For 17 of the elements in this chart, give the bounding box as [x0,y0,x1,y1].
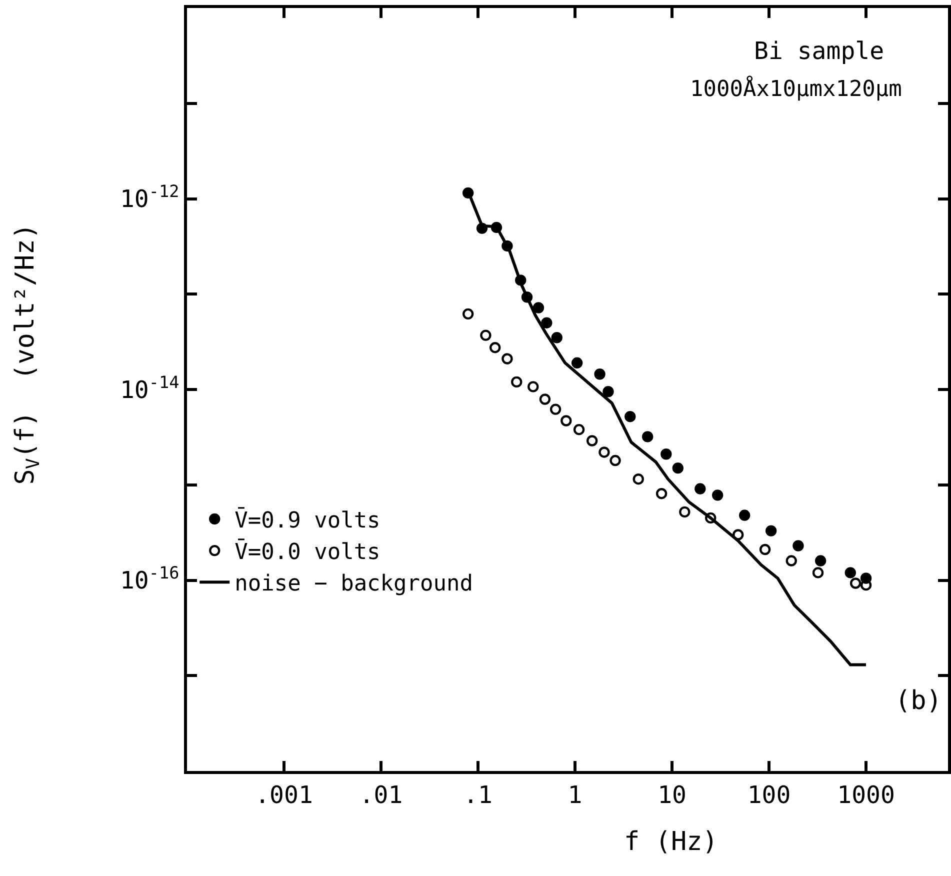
y-tick-label: 10$^{-14}$ [120,372,180,404]
x-tick-label: 1000 [837,780,895,809]
x-axis-title: f (Hz) [624,827,718,857]
legend-label: V̄=0.0 volts [234,538,380,566]
legend-label: V̄=0.9 volts [234,506,380,534]
annotation: Bi sample [754,37,884,65]
y-tick-label: 10$^{-16}$ [120,562,180,595]
x-tick-label: .1 [464,780,492,809]
x-tick-label: 100 [747,780,791,809]
y-tick-label: 10$^{-12}$ [120,181,180,214]
annotation: 1000Åx10μmx120μm [690,75,902,102]
x-tick-label: .01 [359,780,403,809]
legend-label: noise − background [234,572,474,597]
x-tick-label: .001 [255,780,313,809]
x-tick-label: 1 [568,780,582,809]
x-tick-label: 10 [658,780,686,809]
annotation: (b) [895,686,942,716]
